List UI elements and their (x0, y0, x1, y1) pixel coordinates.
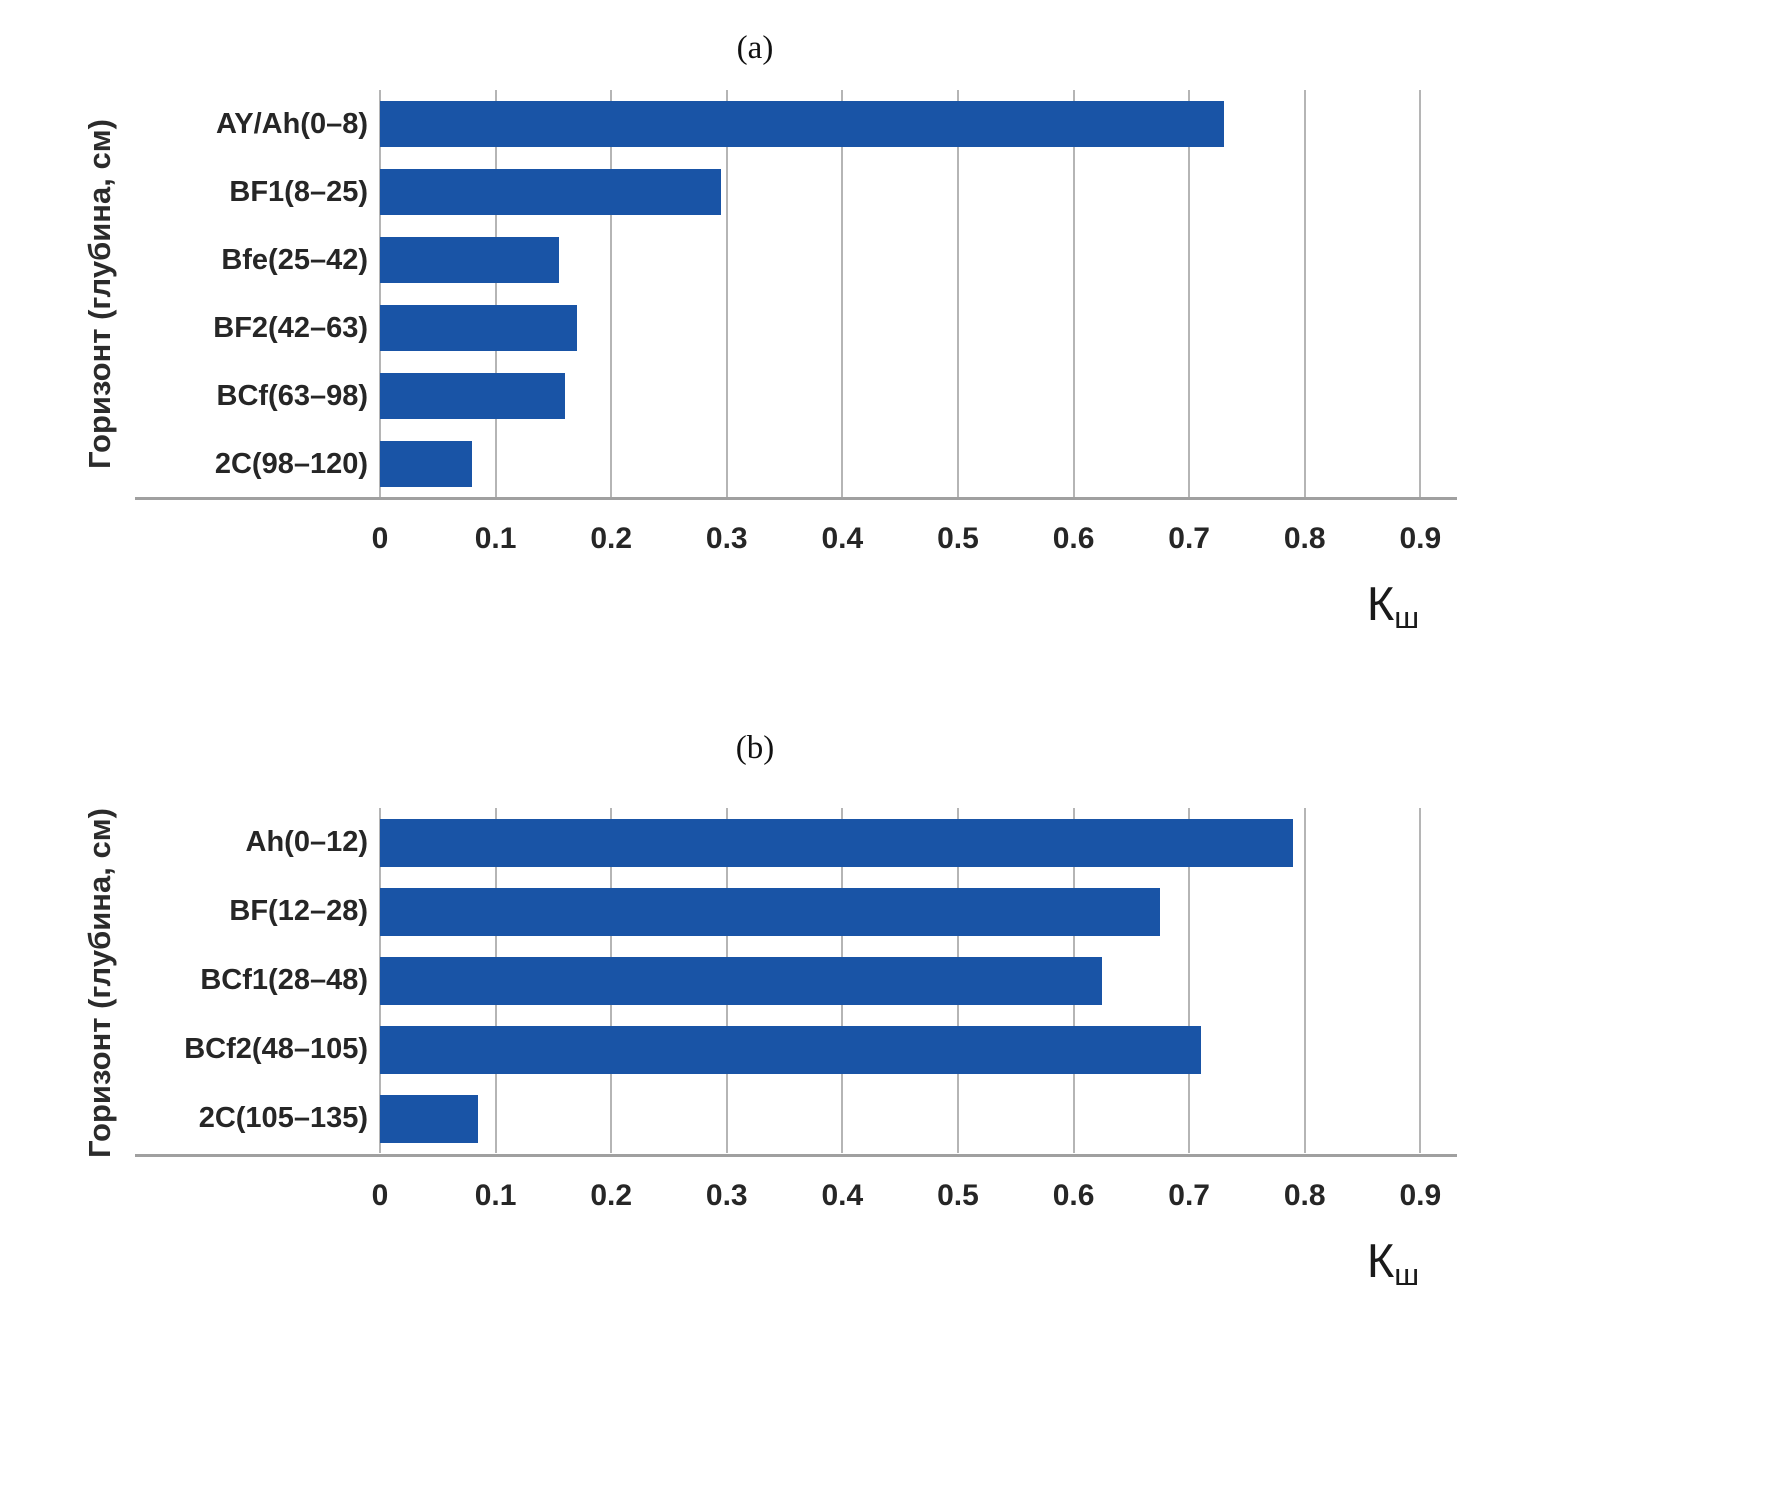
bar (380, 373, 565, 419)
x-axis-label: Кш (1367, 576, 1419, 636)
gridline (841, 90, 844, 498)
x-tick-label: 0 (371, 1179, 389, 1212)
bar-row (380, 1084, 1455, 1153)
x-tick-label: 0.2 (590, 1179, 633, 1212)
chart-panel-b: (b) Горизонт (глубина, см) Ah(0–12) BF(12… (0, 705, 1787, 1500)
gridline (1419, 90, 1422, 498)
x-axis-label-sub: ш (1394, 1257, 1420, 1292)
category-column: AY/Ah(0–8) BF1(8–25) Bfe(25–42) BF2(42–63) B… (128, 90, 368, 498)
bar-row (380, 90, 1455, 158)
bar-row (380, 808, 1455, 877)
x-tick-label: 0.6 (1052, 1179, 1095, 1212)
gridline (1188, 808, 1191, 1153)
panel-title: (a) (736, 30, 774, 66)
bar-row (380, 946, 1455, 1015)
x-axis-ticks: 0 0.1 0.2 0.3 0.4 0.5 0.6 0.7 0.8 0.9 (372, 1179, 1455, 1219)
x-tick-label: 0.9 (1399, 1179, 1442, 1212)
category-label: BCf2(48–105) (184, 1033, 368, 1065)
gridline (1419, 808, 1422, 1153)
x-tick-label: 0.1 (474, 1179, 517, 1212)
x-tick-label: 0.5 (937, 1179, 979, 1212)
y-axis-label: Горизонт (глубина, см) (82, 119, 117, 469)
gridline (725, 90, 728, 498)
bar (380, 818, 1294, 867)
bar (380, 101, 1224, 147)
x-tick-label: 0 (371, 522, 389, 555)
x-axis-line (135, 1154, 1457, 1157)
bar (380, 441, 473, 487)
y-axis-label: Горизонт (глубина, см) (82, 808, 117, 1158)
x-tick-label: 0.9 (1399, 522, 1442, 555)
category-label: BF1(8–25) (229, 175, 368, 208)
x-axis-ticks: 0 0.1 0.2 0.3 0.4 0.5 0.6 0.7 0.8 0.9 (372, 522, 1455, 562)
x-tick-label: 0.4 (821, 522, 864, 555)
category-label: Bfe(25–42) (221, 243, 368, 276)
x-tick-label: 0.7 (1168, 522, 1210, 555)
category-label: 2C(98–120) (214, 447, 368, 480)
x-tick-label: 0.4 (821, 1179, 864, 1212)
category-label: BCf1(28–48) (200, 964, 368, 996)
plot-area (379, 808, 1455, 1153)
bar-row (380, 226, 1455, 294)
gridline (956, 90, 959, 498)
bar (380, 169, 721, 215)
category-label: 2C(105–135) (198, 1102, 368, 1134)
x-tick-label: 0.7 (1168, 1179, 1210, 1212)
panel-title: (b) (735, 730, 775, 766)
bar (380, 887, 1161, 936)
category-label: BF(12–28) (229, 895, 368, 927)
bar-row (380, 430, 1455, 498)
x-axis-label-sub: ш (1394, 600, 1420, 635)
bar-row (380, 362, 1455, 430)
x-axis-label-main: К (1366, 1234, 1395, 1287)
gridline (1303, 90, 1306, 498)
bar-row (380, 294, 1455, 362)
plot-area (379, 90, 1455, 498)
gridline (1072, 90, 1075, 498)
bar-row (380, 1015, 1455, 1084)
gridline (610, 90, 613, 498)
x-axis-label-main: К (1366, 577, 1395, 630)
category-label: BCf(63–98) (216, 379, 369, 412)
x-tick-label: 0.8 (1283, 1179, 1326, 1212)
x-axis-label: Кш (1367, 1233, 1419, 1293)
x-tick-label: 0.1 (474, 522, 517, 555)
category-label: Ah(0–12) (245, 826, 369, 858)
bar (380, 1094, 479, 1143)
x-tick-label: 0.8 (1283, 522, 1326, 555)
x-tick-label: 0.3 (705, 1179, 748, 1212)
bar (380, 305, 577, 351)
category-column: Ah(0–12) BF(12–28) BCf1(28–48) BCf2(48–105)… (128, 808, 368, 1153)
gridline (494, 90, 497, 498)
x-tick-label: 0.5 (937, 522, 979, 555)
category-label: BF2(42–63) (213, 311, 368, 344)
x-tick-label: 0.2 (590, 522, 633, 555)
bar-row (380, 877, 1455, 946)
x-tick-label: 0.6 (1052, 522, 1095, 555)
gridline (379, 90, 381, 498)
bar (380, 956, 1103, 1005)
x-axis-line (135, 497, 1457, 500)
gridline (1303, 808, 1306, 1153)
bar (380, 1025, 1201, 1074)
bar-row (380, 158, 1455, 226)
gridline (1188, 90, 1191, 498)
category-label: AY/Ah(0–8) (215, 107, 368, 140)
chart-panel-a: (a) Горизонт (глубина, см) AY/Ah(0–8) BF1… (0, 0, 1787, 700)
bar (380, 237, 560, 283)
x-tick-label: 0.3 (705, 522, 748, 555)
